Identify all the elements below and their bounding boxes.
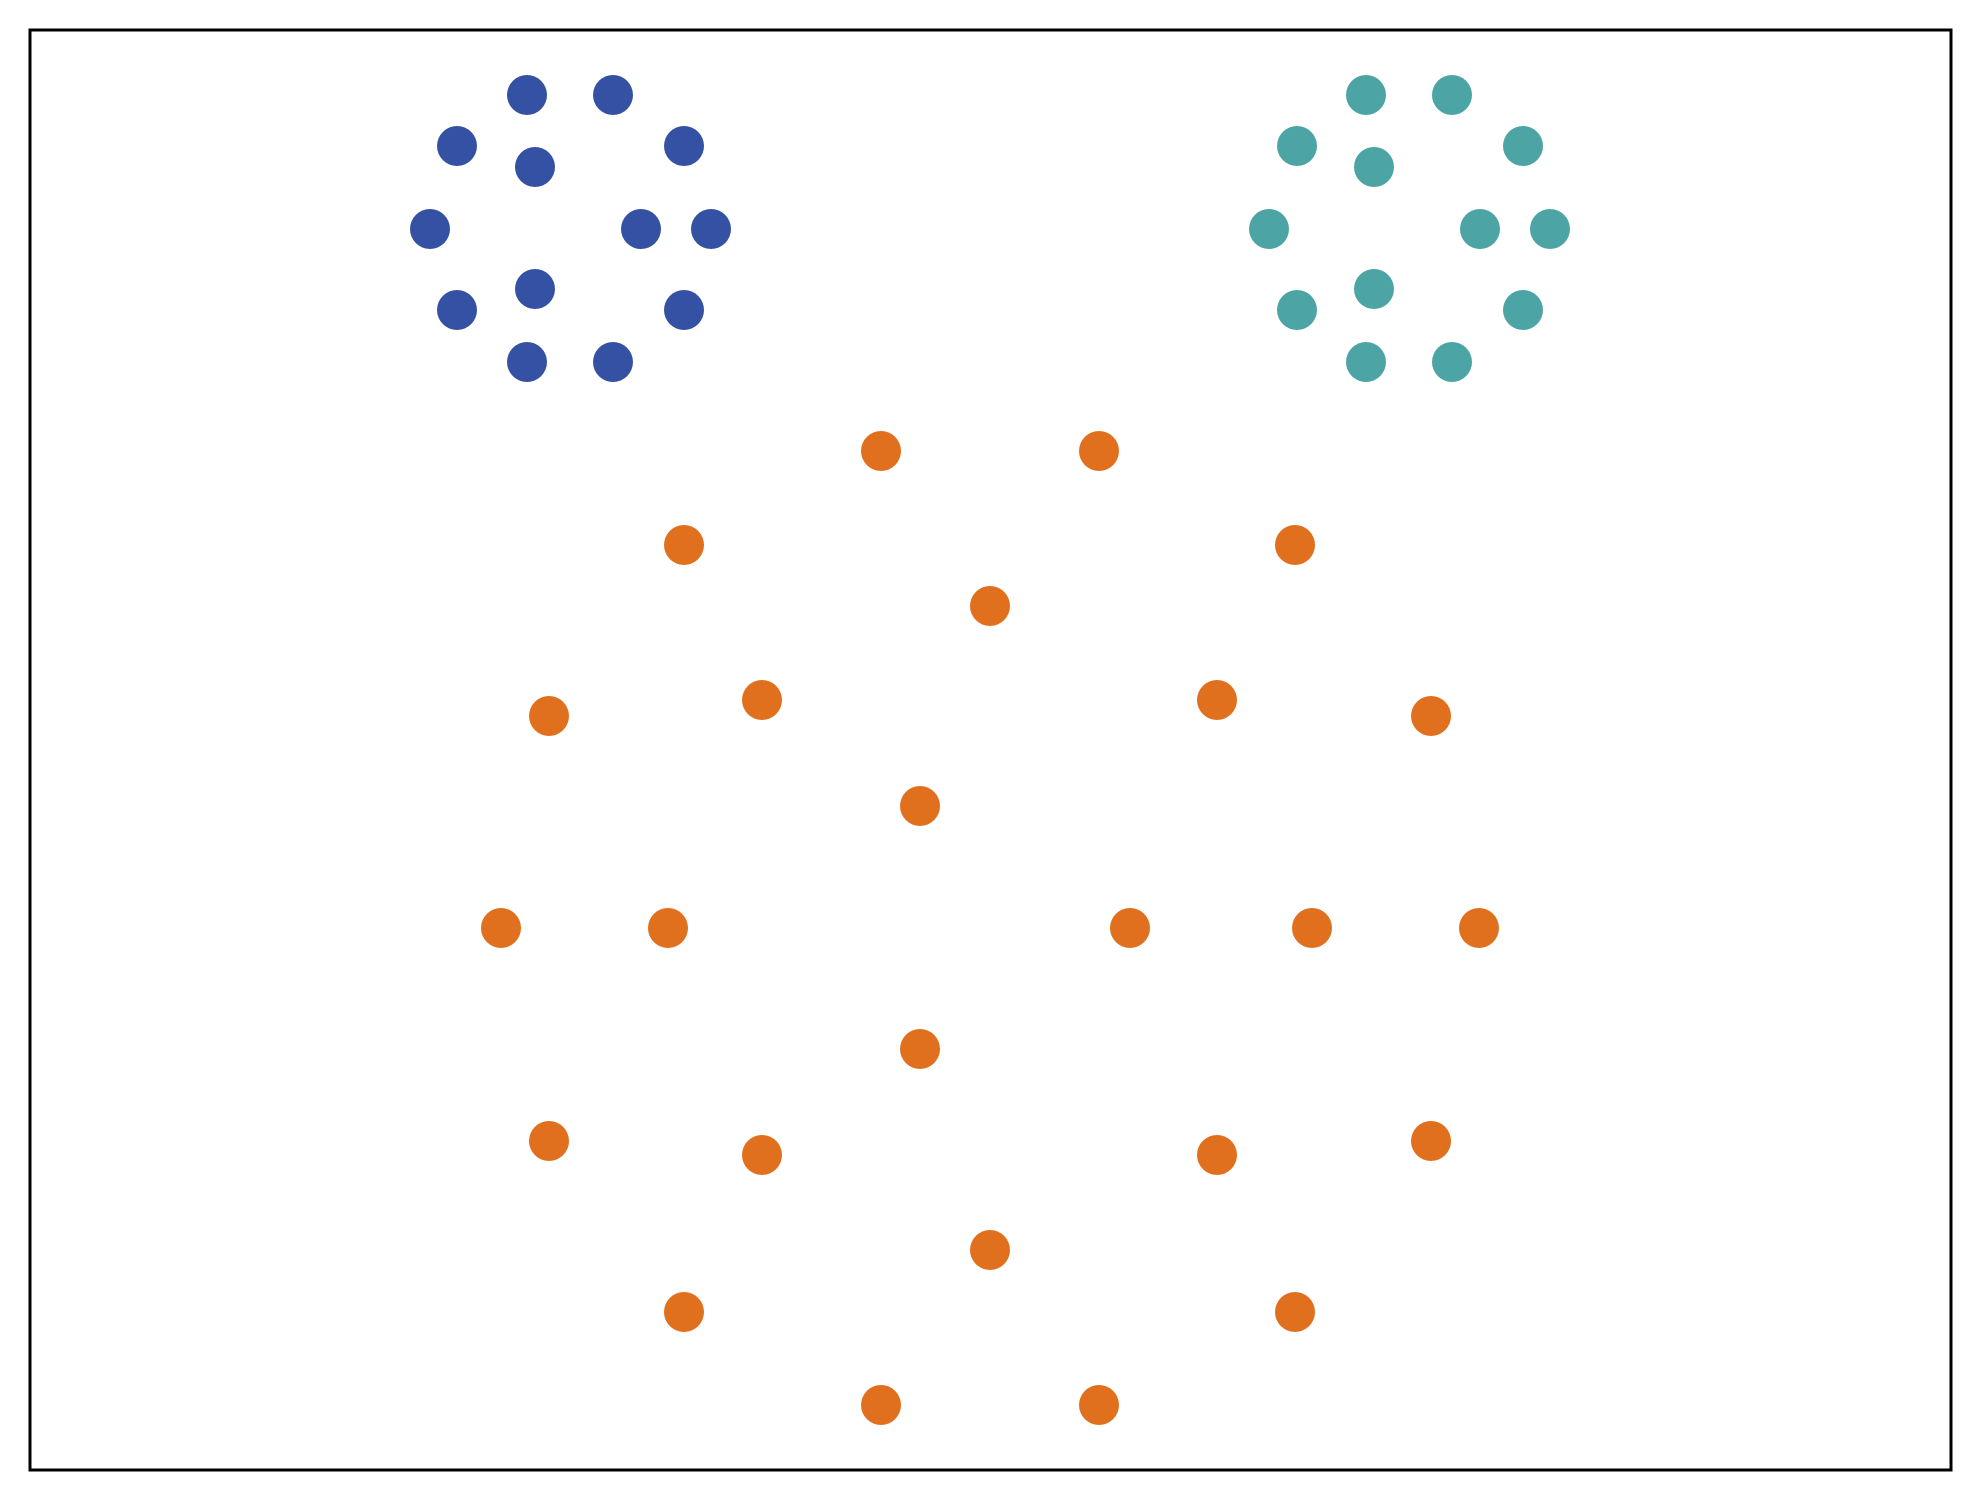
teal-ring-dot — [1346, 342, 1386, 382]
blue-ring-group — [410, 75, 731, 382]
orange-pattern-dot — [742, 680, 782, 720]
teal-ring-dot — [1277, 290, 1317, 330]
orange-pattern-dot — [1197, 680, 1237, 720]
orange-pattern-dot — [970, 1230, 1010, 1270]
orange-pattern-dot — [1459, 908, 1499, 948]
blue-ring-dot — [515, 147, 555, 187]
teal-ring-dot — [1503, 290, 1543, 330]
orange-pattern-dot — [1411, 1121, 1451, 1161]
blue-ring-dot — [437, 126, 477, 166]
orange-pattern-dot — [1292, 908, 1332, 948]
blue-ring-dot — [593, 342, 633, 382]
orange-pattern-dot — [1197, 1135, 1237, 1175]
blue-ring-dot — [507, 342, 547, 382]
orange-pattern-dot — [648, 908, 688, 948]
blue-ring-dot — [621, 209, 661, 249]
orange-pattern-dot — [1079, 1385, 1119, 1425]
orange-pattern-dot — [900, 1029, 940, 1069]
orange-pattern-dot — [1275, 525, 1315, 565]
orange-pattern-dot — [1275, 1292, 1315, 1332]
teal-ring-dot — [1277, 126, 1317, 166]
teal-ring-group — [1249, 75, 1570, 382]
orange-pattern-dot — [861, 1385, 901, 1425]
orange-pattern-dot — [529, 696, 569, 736]
teal-ring-dot — [1432, 75, 1472, 115]
teal-ring-dot — [1503, 126, 1543, 166]
blue-ring-dot — [437, 290, 477, 330]
orange-pattern-dot — [1079, 431, 1119, 471]
orange-pattern-dot — [664, 1292, 704, 1332]
orange-pattern-dot — [1110, 908, 1150, 948]
blue-ring-dot — [691, 209, 731, 249]
blue-ring-dot — [515, 269, 555, 309]
dots-layer — [410, 75, 1570, 1425]
blue-ring-dot — [410, 209, 450, 249]
blue-ring-dot — [593, 75, 633, 115]
orange-pattern-dot — [970, 586, 1010, 626]
teal-ring-dot — [1460, 209, 1500, 249]
orange-pattern-group — [481, 431, 1499, 1425]
orange-pattern-dot — [742, 1135, 782, 1175]
orange-pattern-dot — [900, 786, 940, 826]
orange-pattern-dot — [481, 908, 521, 948]
teal-ring-dot — [1432, 342, 1472, 382]
teal-ring-dot — [1354, 147, 1394, 187]
orange-pattern-dot — [664, 525, 704, 565]
teal-ring-dot — [1346, 75, 1386, 115]
orange-pattern-dot — [1411, 696, 1451, 736]
plot-frame — [28, 28, 1953, 1472]
blue-ring-dot — [664, 290, 704, 330]
blue-ring-dot — [507, 75, 547, 115]
blue-ring-dot — [664, 126, 704, 166]
orange-pattern-dot — [861, 431, 901, 471]
teal-ring-dot — [1530, 209, 1570, 249]
orange-pattern-dot — [529, 1121, 569, 1161]
teal-ring-dot — [1249, 209, 1289, 249]
teal-ring-dot — [1354, 269, 1394, 309]
